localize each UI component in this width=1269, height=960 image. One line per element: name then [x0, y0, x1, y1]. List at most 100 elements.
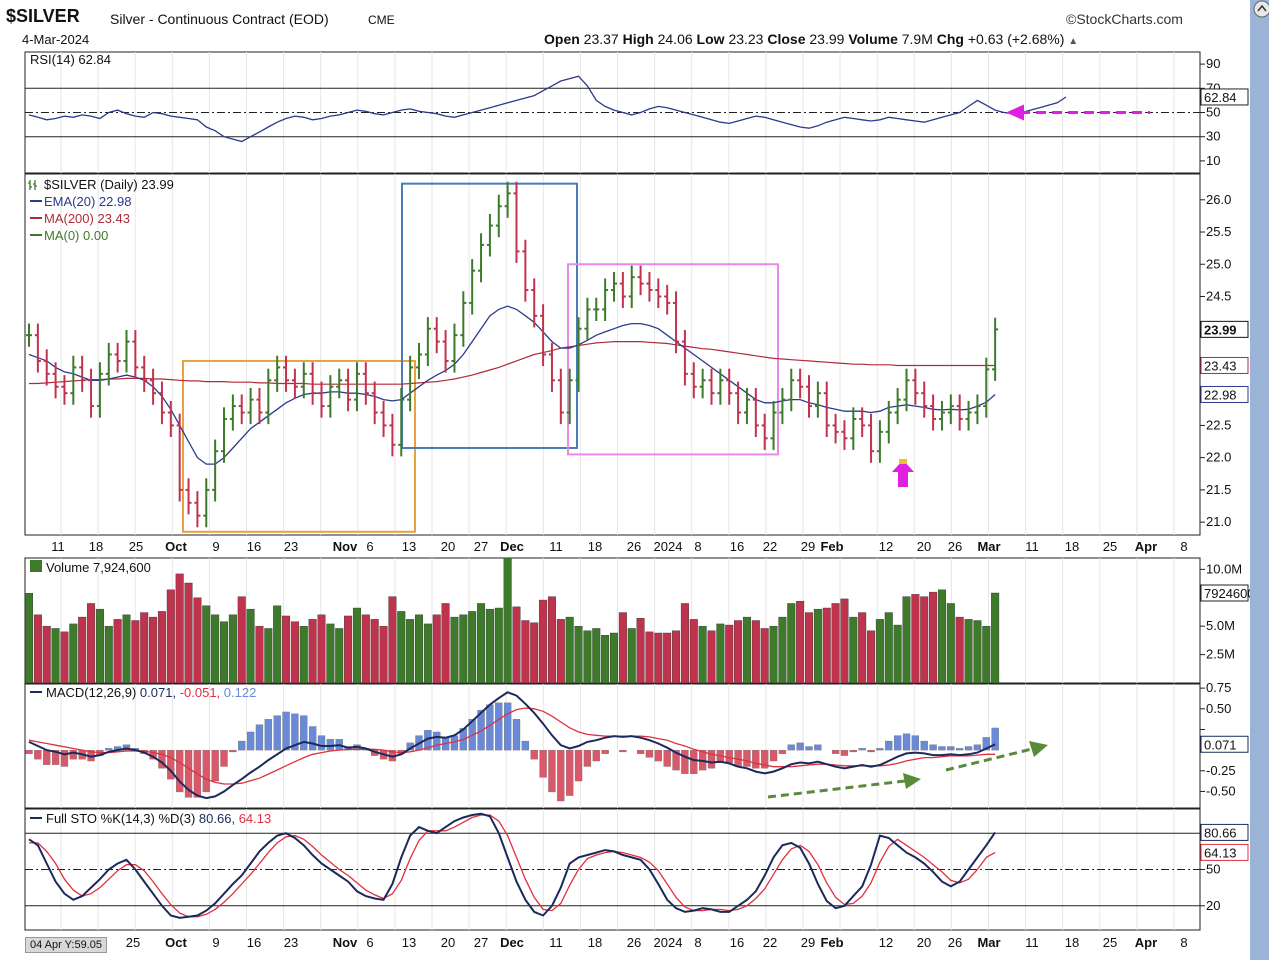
scroll-up-icon[interactable] [1250, 0, 1269, 30]
macd-histogram-bar [317, 735, 326, 751]
macd-histogram-bar [34, 749, 42, 760]
rsi-price-label: 62.84 [1204, 90, 1237, 105]
x-tick-label: Dec [500, 539, 524, 554]
price-legend-item: $SILVER (Daily) 23.99 [44, 177, 174, 192]
volume-bar [663, 632, 672, 684]
volume-bar [379, 625, 388, 684]
macd-histogram-bar [619, 749, 627, 753]
volume-bar [920, 596, 929, 684]
macd-histogram-bar [663, 749, 671, 767]
x-tick-label: 11 [51, 539, 65, 554]
volume-bar [406, 619, 415, 684]
green-dashed-arrow [945, 747, 1033, 772]
volume-bar [849, 616, 858, 684]
macd-histogram-bar [947, 746, 955, 751]
volume-bar [955, 616, 964, 684]
rsi-tick-label: 50 [1206, 105, 1220, 120]
volume-bar [654, 632, 663, 684]
stochastic-k-line [28, 812, 996, 919]
price-tick-label: 21.5 [1206, 482, 1231, 497]
volume-bar [964, 619, 973, 684]
macd-histogram-bar [893, 735, 902, 751]
volume-bar [193, 597, 202, 684]
x-tick-label: 18 [588, 539, 602, 554]
macd-histogram-bar [51, 749, 60, 765]
macd-histogram-bar [238, 740, 246, 751]
price-legend-item: MA(0) 0.00 [44, 228, 108, 243]
chg-value: +0.63 (+2.68%) [967, 31, 1065, 47]
chg-label: Chg [936, 31, 964, 47]
bottom-x-tick-label: Dec [500, 935, 524, 950]
volume-bar [60, 631, 69, 684]
macd-signal-line [28, 707, 996, 785]
macd-histogram-bar [25, 749, 33, 754]
price-legend-item: MA(200) 23.43 [44, 211, 130, 226]
x-tick-label: 11 [1025, 539, 1039, 554]
macd-tick-label: -0.50 [1206, 783, 1236, 798]
brand-logo[interactable]: ©StockCharts.com [1066, 11, 1183, 27]
macd-histogram-bar [433, 731, 441, 751]
macd-histogram-bar [787, 744, 795, 751]
macd-histogram-bar [273, 715, 281, 751]
bottom-x-tick-label: 29 [801, 935, 815, 950]
bottom-x-tick-label: 20 [441, 935, 455, 950]
volume-bar [751, 620, 760, 684]
macd-histogram-bar [964, 746, 973, 751]
macd-histogram-bar [867, 749, 875, 753]
volume-bar [308, 619, 317, 684]
chart-date: 4-Mar-2024 [22, 32, 90, 47]
macd-histogram-bar [743, 749, 751, 767]
macd-histogram-bar [645, 749, 654, 758]
volume-bar [184, 582, 193, 684]
x-tick-label: 29 [801, 539, 815, 554]
volume-price-label: 7924600 [1204, 586, 1250, 601]
volume-bar [778, 616, 787, 684]
volume-bar [299, 625, 308, 684]
window-border [1250, 0, 1269, 960]
macd-histogram-bar [885, 740, 893, 751]
volume-bar [689, 619, 698, 684]
ma200-line [29, 341, 996, 385]
volume-bar [547, 596, 556, 684]
close-price-label-box [1200, 320, 1249, 338]
high-label: High [622, 31, 654, 47]
bottom-x-tick-label: 11 [549, 935, 563, 950]
volume-legend-icon [30, 560, 42, 572]
volume-bar [769, 625, 778, 684]
volume-bar [25, 593, 34, 684]
price-tick-label: 22.0 [1206, 450, 1231, 465]
stochastic-tick-label: 20 [1206, 898, 1220, 913]
volume-bar [636, 618, 645, 684]
x-tick-label: 27 [474, 539, 488, 554]
macd-histogram-bar [574, 749, 583, 782]
volume-bar [530, 622, 539, 684]
x-tick-label: 20 [441, 539, 455, 554]
x-tick-label: 18 [89, 539, 103, 554]
macd-histogram-bar [512, 719, 521, 751]
volume-bar [565, 616, 574, 684]
volume-bar [929, 591, 938, 684]
macd-histogram-bar [849, 749, 857, 753]
volume-bar [867, 630, 876, 684]
bottom-x-tick-label: 8 [1180, 935, 1187, 950]
macd-histogram-bar [805, 746, 813, 751]
close-label: Close [767, 31, 806, 47]
volume-bar [893, 624, 902, 684]
macd-histogram-bar [681, 749, 689, 774]
high-value: 24.06 [657, 31, 693, 47]
macd-histogram-bar [636, 749, 645, 754]
ema20-price-label-box [1200, 385, 1249, 403]
stochastic-d-price-label-box [1200, 843, 1249, 861]
volume-bar [104, 625, 113, 684]
volume-bar [42, 625, 51, 684]
x-tick-label: 12 [879, 539, 893, 554]
green-dashed-arrow [767, 779, 906, 799]
volume-bar [423, 623, 432, 684]
volume-bar [680, 603, 689, 684]
volume-bar [840, 598, 849, 684]
price-panel [24, 173, 1201, 536]
macd-legend-part: -0.051, [180, 685, 224, 700]
crosshair-tooltip: 04 Apr Y:59.05 [25, 937, 107, 953]
volume-bar [725, 624, 734, 684]
macd-histogram-bar [282, 711, 290, 751]
